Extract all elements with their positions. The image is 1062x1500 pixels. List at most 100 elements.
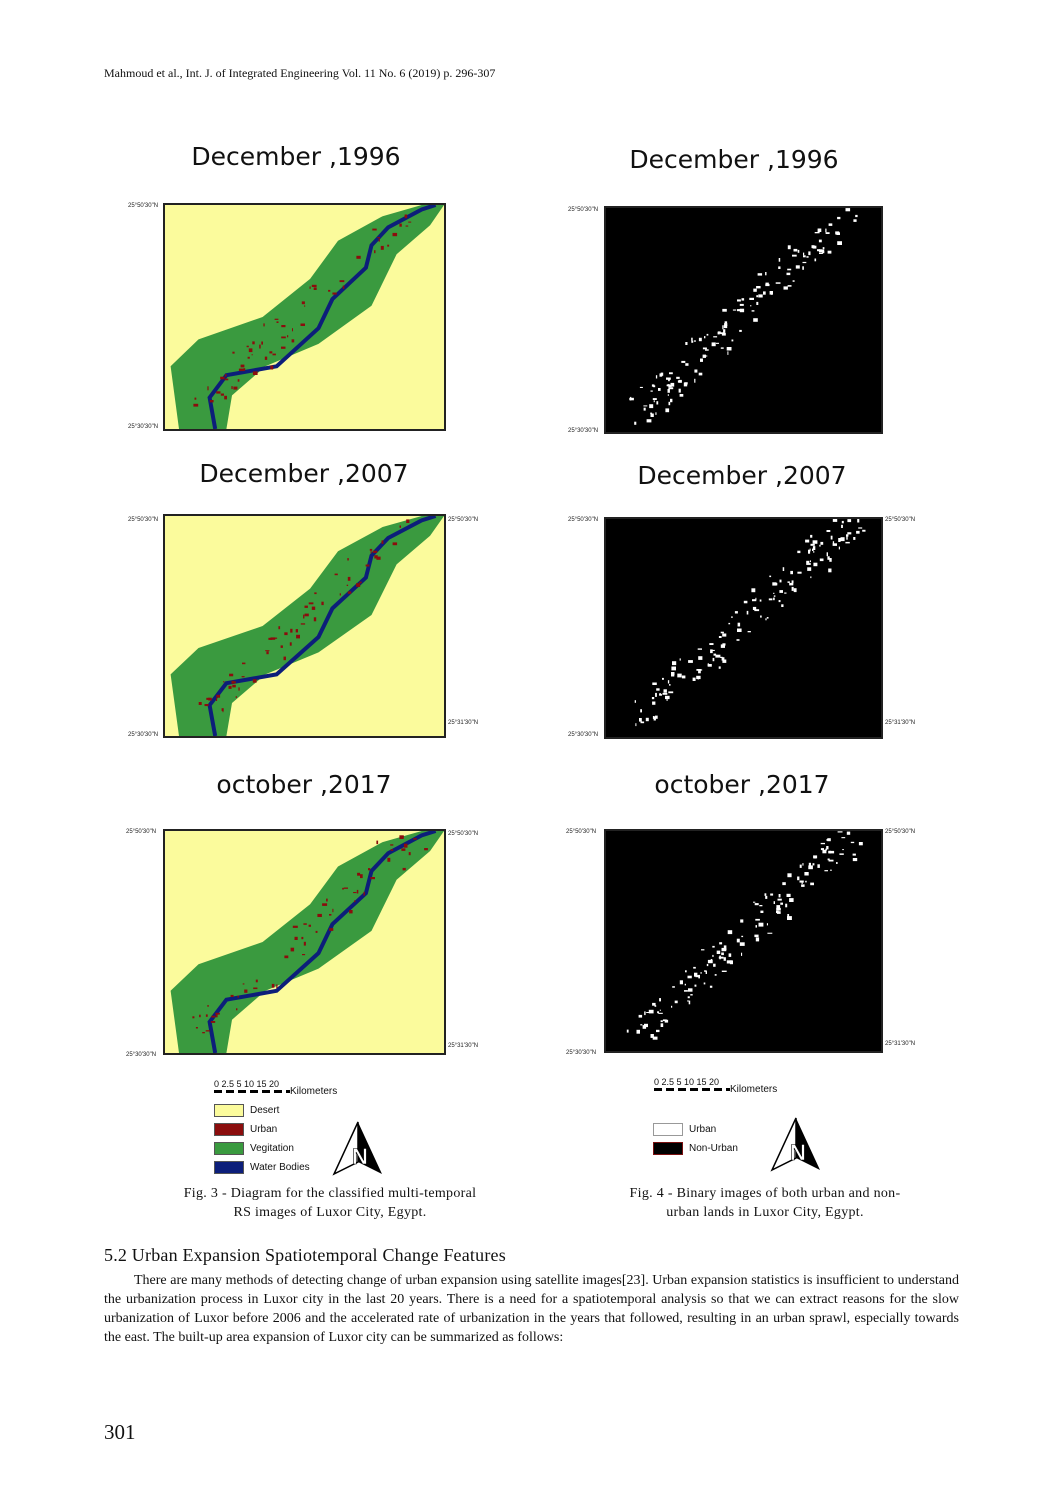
urban-patch [222, 709, 224, 713]
urban-patch [801, 881, 803, 884]
urban-patch [757, 273, 763, 276]
urban-patch [399, 835, 404, 839]
urban-patch [210, 1021, 216, 1023]
urban-patch [274, 318, 279, 320]
urban-patch [626, 1029, 629, 1033]
urban-patch [778, 600, 781, 603]
urban-patch [278, 626, 281, 630]
urban-patch [332, 908, 334, 913]
legend-swatch-non-urban [653, 1142, 683, 1155]
urban-patch [847, 519, 852, 523]
urban-patch [845, 541, 850, 544]
urban-patch [205, 1014, 208, 1017]
urban-patch [819, 558, 824, 562]
urban-patch [242, 983, 245, 985]
urban-patch [688, 988, 693, 992]
urban-patch [390, 844, 394, 846]
urban-patch [806, 563, 811, 565]
urban-patch [822, 250, 825, 254]
urban-patch [764, 893, 767, 896]
urban-patch [770, 893, 774, 896]
urban-patch [787, 285, 792, 287]
urban-patch [678, 379, 682, 383]
urban-patch [399, 525, 401, 528]
urban-patch [233, 386, 238, 390]
urban-patch [224, 374, 227, 377]
urban-patch [665, 695, 670, 700]
urban-patch [679, 394, 684, 397]
urban-patch [826, 846, 829, 850]
urban-patch [207, 1005, 209, 1007]
urban-patch [691, 340, 694, 343]
urban-patch [671, 672, 675, 676]
scale-unit: Kilometers [730, 1084, 778, 1095]
urban-patch [679, 980, 683, 985]
classified-map-2017 [163, 829, 446, 1055]
urban-patch [656, 688, 660, 691]
urban-patch [268, 637, 273, 640]
urban-patch [413, 838, 417, 840]
urban-patch [701, 949, 705, 951]
urban-patch [662, 692, 668, 695]
urban-patch [808, 865, 813, 870]
urban-patch [718, 636, 722, 638]
urban-patch [836, 862, 838, 864]
urban-patch [321, 601, 324, 606]
river-nile [207, 516, 437, 736]
urban-patch [752, 599, 757, 602]
urban-patch [812, 245, 817, 249]
legend-swatch-water [214, 1161, 244, 1174]
legend-item: Desert [214, 1101, 310, 1120]
urban-patch [717, 331, 721, 334]
urban-patch [792, 280, 795, 282]
legend-item: Urban [214, 1120, 310, 1139]
urban-patch [240, 364, 245, 368]
urban-patch [372, 228, 377, 231]
urban-patch [786, 893, 791, 897]
legend-label: Urban [689, 1124, 717, 1135]
figure-caption: Fig. 4 - Binary images of both urban and… [629, 1186, 901, 1201]
urban-patch [710, 959, 713, 962]
urban-patch [793, 248, 798, 252]
lat-label: 25°50'30"N [128, 517, 159, 523]
urban-patch [650, 413, 654, 417]
urban-patch [241, 676, 245, 678]
urban-patch [651, 697, 655, 700]
urban-patch [313, 287, 317, 290]
urban-patch [259, 344, 261, 349]
urban-patch [696, 675, 701, 680]
urban-patch [670, 382, 675, 387]
urban-patch [693, 966, 696, 969]
north-arrow-icon: N [332, 1121, 382, 1176]
urban-patch [780, 902, 783, 905]
urban-patch [328, 289, 331, 292]
urban-patch [404, 214, 408, 219]
urban-patch [698, 337, 702, 342]
urban-patch [251, 354, 253, 356]
urban-patch [301, 936, 304, 940]
urban-patch [216, 698, 218, 701]
urban-patch [786, 272, 791, 276]
urban-patch [778, 266, 781, 269]
urban-patch [642, 1025, 647, 1029]
urban-patch [720, 644, 725, 648]
urban-patch [718, 956, 724, 959]
urban-patch [720, 347, 724, 349]
urban-patch [752, 606, 757, 610]
urban-patch [644, 1011, 646, 1016]
urban-patch [768, 598, 773, 601]
urban-patch [817, 864, 820, 868]
lat-label: 25°50'30"N [568, 517, 599, 523]
urban-patch [300, 323, 305, 326]
urban-patch [710, 649, 713, 654]
urban-patch [649, 404, 654, 409]
urban-patch [726, 347, 732, 351]
urban-patch [862, 529, 866, 532]
urban-patch [700, 358, 703, 362]
urban-patch [765, 282, 769, 285]
urban-patch [199, 1014, 201, 1018]
urban-patch [741, 935, 744, 938]
urban-patch [755, 925, 757, 928]
urban-patch [401, 848, 406, 851]
legend-label: Water Bodies [250, 1162, 310, 1173]
